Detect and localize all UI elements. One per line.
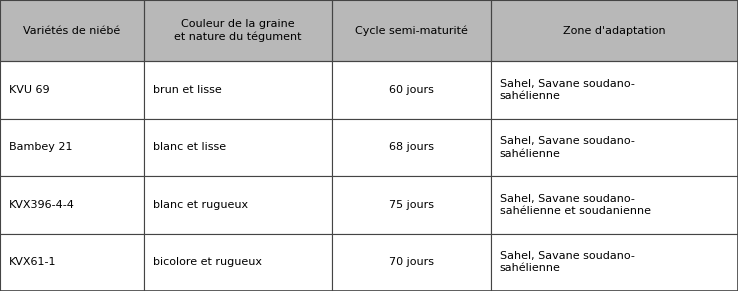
Bar bbox=[332, 176, 491, 233]
Text: 60 jours: 60 jours bbox=[389, 85, 434, 95]
Text: Couleur de la graine
et nature du tégument: Couleur de la graine et nature du tégume… bbox=[174, 19, 302, 42]
Text: blanc et rugueux: blanc et rugueux bbox=[153, 200, 248, 210]
Bar bbox=[0, 233, 144, 291]
Text: KVX396-4-4: KVX396-4-4 bbox=[9, 200, 75, 210]
Bar bbox=[332, 61, 491, 119]
Bar bbox=[144, 176, 332, 233]
Text: KVU 69: KVU 69 bbox=[9, 85, 49, 95]
Text: Sahel, Savane soudano-
sahélienne: Sahel, Savane soudano- sahélienne bbox=[500, 136, 635, 159]
Bar bbox=[0, 61, 144, 119]
Bar bbox=[332, 119, 491, 176]
Text: KVX61-1: KVX61-1 bbox=[9, 257, 56, 267]
Text: 68 jours: 68 jours bbox=[389, 142, 434, 152]
Text: Cycle semi-maturité: Cycle semi-maturité bbox=[355, 25, 468, 36]
Text: 75 jours: 75 jours bbox=[389, 200, 434, 210]
Text: blanc et lisse: blanc et lisse bbox=[153, 142, 226, 152]
Text: Zone d'adaptation: Zone d'adaptation bbox=[563, 26, 666, 36]
Bar bbox=[491, 61, 738, 119]
Text: 70 jours: 70 jours bbox=[389, 257, 434, 267]
Bar bbox=[144, 61, 332, 119]
Bar bbox=[491, 0, 738, 61]
Text: bicolore et rugueux: bicolore et rugueux bbox=[153, 257, 262, 267]
Bar bbox=[491, 176, 738, 233]
Bar bbox=[491, 233, 738, 291]
Text: Bambey 21: Bambey 21 bbox=[9, 142, 72, 152]
Bar bbox=[0, 119, 144, 176]
Text: Variétés de niébé: Variétés de niébé bbox=[24, 26, 120, 36]
Bar bbox=[144, 233, 332, 291]
Bar bbox=[0, 176, 144, 233]
Text: Sahel, Savane soudano-
sahélienne et soudanienne: Sahel, Savane soudano- sahélienne et sou… bbox=[500, 194, 651, 216]
Text: Sahel, Savane soudano-
sahélienne: Sahel, Savane soudano- sahélienne bbox=[500, 79, 635, 101]
Bar bbox=[0, 0, 738, 61]
Bar bbox=[332, 0, 491, 61]
Bar bbox=[491, 119, 738, 176]
Text: Sahel, Savane soudano-
sahélienne: Sahel, Savane soudano- sahélienne bbox=[500, 251, 635, 274]
Bar bbox=[332, 233, 491, 291]
Bar bbox=[144, 119, 332, 176]
Bar bbox=[0, 0, 144, 61]
Text: brun et lisse: brun et lisse bbox=[153, 85, 221, 95]
Bar bbox=[144, 0, 332, 61]
